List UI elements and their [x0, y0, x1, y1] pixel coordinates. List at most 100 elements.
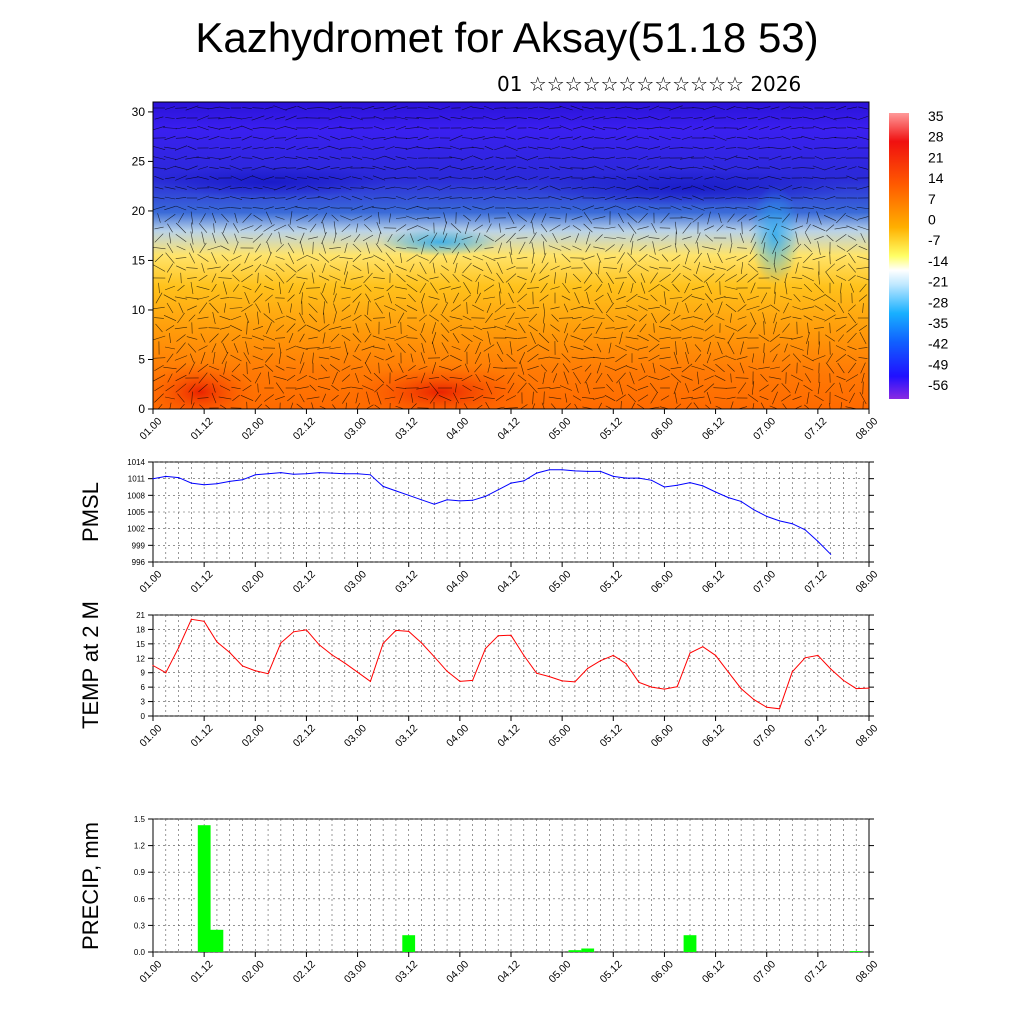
wind-vector — [299, 241, 305, 255]
colorbar-label: -14 — [928, 253, 948, 269]
wind-vector — [537, 146, 551, 150]
wind-vector — [560, 115, 572, 121]
wind-vector — [449, 177, 463, 179]
wind-vector — [593, 246, 605, 250]
wind-vector — [154, 393, 164, 403]
wind-vector — [806, 211, 810, 225]
wind-vector — [837, 302, 845, 314]
wind-vector — [471, 146, 485, 150]
wind-vector — [154, 226, 164, 230]
wind-vector — [682, 196, 692, 200]
wind-vector — [527, 287, 539, 289]
wind-vector — [615, 205, 627, 211]
pmsl-data-point — [702, 485, 704, 487]
wind-vector — [648, 306, 660, 310]
wind-vector — [692, 195, 704, 201]
wind-vector — [329, 346, 341, 350]
wind-vector — [704, 293, 714, 303]
wind-vector — [344, 243, 348, 253]
wind-vector — [221, 232, 229, 244]
pmsl-data-point — [459, 500, 461, 502]
temp-ytick-label: 18 — [136, 625, 145, 634]
wind-vector — [494, 115, 506, 121]
wind-vector — [553, 253, 557, 263]
wind-vector — [715, 273, 725, 283]
wind-vector — [407, 166, 417, 170]
wind-vector — [475, 232, 481, 244]
temp-ytick-label: 15 — [136, 640, 145, 649]
wind-vector — [845, 374, 859, 382]
wind-vector — [574, 292, 580, 304]
wind-vector — [449, 377, 463, 379]
wind-vector — [374, 263, 384, 273]
wind-vector — [252, 355, 264, 361]
wind-vector — [582, 136, 594, 140]
wind-vector — [472, 127, 484, 129]
wind-vector — [246, 361, 248, 375]
wind-vector — [671, 272, 681, 284]
wind-vector — [528, 176, 538, 180]
wind-vector — [220, 297, 230, 299]
pmsl-data-point — [408, 494, 410, 496]
temp-data-point — [459, 680, 461, 683]
wind-vector — [153, 374, 166, 382]
wind-vector — [367, 262, 369, 274]
wind-vector — [252, 207, 264, 209]
wind-vector — [727, 332, 735, 344]
wind-vector — [758, 225, 770, 231]
pmsl-xtick-label: 01.00 — [137, 568, 164, 595]
cs-xtick-label: 03.00 — [342, 415, 369, 442]
wind-vector — [231, 374, 241, 382]
wind-vector — [428, 377, 440, 379]
wind-vector — [730, 373, 732, 383]
wind-vector — [486, 223, 492, 233]
wind-vector — [267, 242, 271, 254]
wind-vector — [615, 353, 627, 363]
wind-vector — [560, 206, 572, 210]
wind-vector — [758, 197, 770, 199]
wind-vector — [604, 365, 616, 371]
wind-vector — [219, 315, 231, 321]
wind-vector — [858, 347, 868, 349]
wind-vector — [430, 232, 438, 244]
wind-vector — [219, 207, 231, 209]
wind-vector — [760, 373, 768, 383]
wind-vector — [365, 293, 371, 303]
wind-vector — [253, 346, 263, 350]
pmsl-data-point — [766, 515, 768, 518]
wind-vector — [406, 186, 418, 190]
wind-vector — [604, 226, 616, 230]
wind-vector — [554, 272, 556, 284]
wind-vector — [737, 382, 747, 394]
wind-vector — [781, 225, 791, 231]
temp-data-point — [727, 671, 730, 673]
wind-vector — [252, 146, 264, 150]
wind-vector — [321, 231, 327, 245]
temp-data-point — [842, 679, 845, 682]
temp-data-point — [357, 671, 359, 673]
wind-vector — [604, 165, 616, 171]
wind-vector — [352, 147, 362, 149]
pmsl-ytick-label: 1014 — [127, 458, 145, 467]
wind-vector — [268, 371, 270, 385]
wind-vector — [802, 266, 814, 270]
wind-vector — [176, 334, 186, 342]
wind-vector — [394, 106, 408, 110]
wind-vector — [208, 196, 220, 200]
wind-vector — [284, 175, 298, 181]
pmsl-data-point — [203, 484, 205, 486]
wind-vector — [518, 322, 526, 334]
wind-vector — [266, 321, 272, 335]
wind-vector — [175, 233, 187, 243]
wind-vector — [234, 233, 238, 243]
wind-vector — [450, 365, 462, 371]
pmsl-data-point — [574, 470, 576, 472]
pmsl-xtick-label: 04.00 — [444, 568, 471, 595]
wind-vector — [846, 323, 858, 333]
wind-vector — [299, 362, 305, 374]
wind-vector — [581, 125, 595, 131]
wind-vector — [648, 354, 660, 362]
wind-vector — [221, 213, 229, 223]
temp-data-point — [344, 662, 346, 664]
